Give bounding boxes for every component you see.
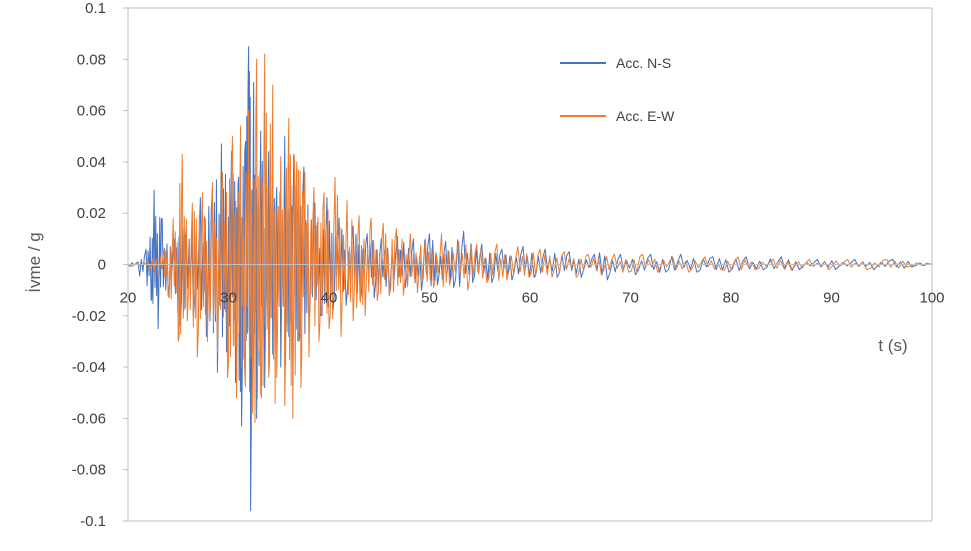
legend-label-ns: Acc. N-S bbox=[616, 55, 671, 71]
y-tick-label: -0.08 bbox=[72, 462, 106, 479]
x-tick-label: 40 bbox=[321, 290, 338, 307]
y-axis-title: İvme / g bbox=[25, 232, 44, 292]
series-line-ew bbox=[127, 53, 933, 424]
x-tick-label: 80 bbox=[723, 290, 740, 307]
legend-label-ew: Acc. E-W bbox=[616, 108, 675, 124]
y-tick-label: -0.04 bbox=[72, 359, 106, 376]
y-tick-label: 0.06 bbox=[77, 103, 106, 120]
x-tick-label: 90 bbox=[823, 290, 840, 307]
y-tick-label: 0.1 bbox=[85, 0, 106, 17]
x-tick-label: 70 bbox=[622, 290, 639, 307]
x-tick-label: 60 bbox=[522, 290, 539, 307]
y-tick-label: -0.1 bbox=[80, 513, 106, 530]
y-tick-label: 0.08 bbox=[77, 51, 106, 68]
x-tick-labels: 20 30 40 50 60 70 80 90 100 bbox=[120, 290, 945, 307]
y-tick-label: -0.06 bbox=[72, 410, 106, 427]
legend: Acc. N-S Acc. E-W bbox=[560, 55, 675, 124]
x-tick-label: 30 bbox=[220, 290, 237, 307]
y-tick-label: -0.02 bbox=[72, 308, 106, 325]
x-axis-title: t (s) bbox=[878, 336, 907, 355]
y-tick-label: 0 bbox=[98, 257, 106, 274]
x-tick-label: 20 bbox=[120, 290, 137, 307]
x-tick-label: 50 bbox=[421, 290, 438, 307]
x-tick-label: 100 bbox=[919, 290, 944, 307]
series-layer bbox=[127, 45, 933, 512]
y-tick-label: 0.04 bbox=[77, 154, 106, 171]
y-tick-labels: 0.1 0.08 0.06 0.04 0.02 0 -0.02 -0.04 -0.06 -0.08… bbox=[72, 0, 128, 530]
y-tick-label: 0.02 bbox=[77, 205, 106, 222]
